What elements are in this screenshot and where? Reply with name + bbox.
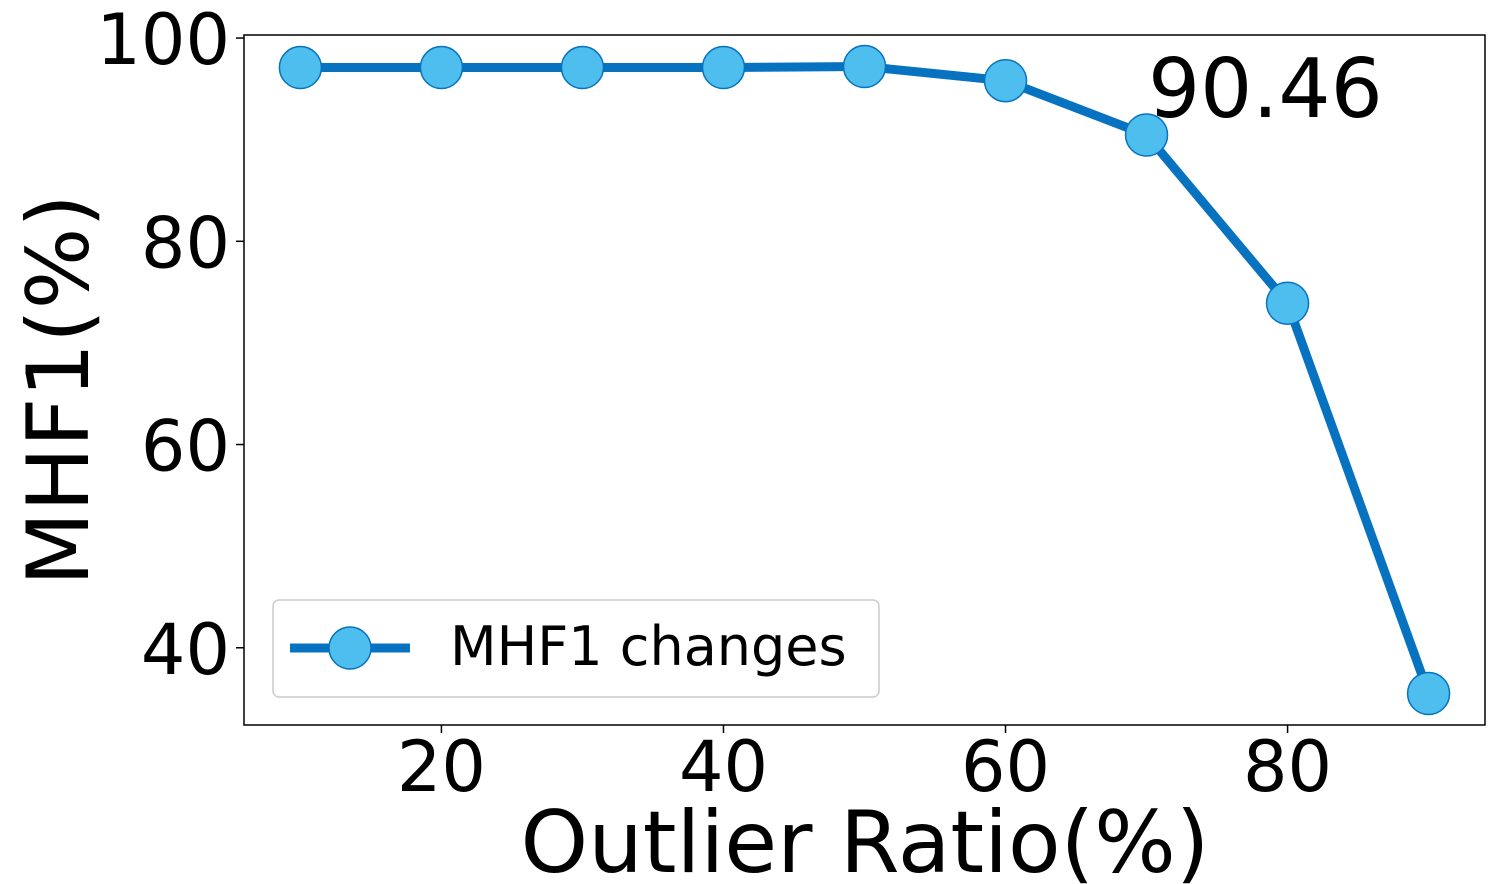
- x-tick-label: 20: [397, 726, 486, 808]
- marker: [1124, 113, 1169, 157]
- marker: [1406, 671, 1451, 716]
- marker: [701, 45, 746, 90]
- marker: [560, 45, 605, 90]
- marker: [842, 44, 887, 89]
- marker: [983, 58, 1028, 103]
- x-axis-label: Outlier Ratio(%): [521, 793, 1210, 884]
- x-tick-label: 60: [961, 726, 1050, 808]
- legend-box: [272, 599, 880, 698]
- y-axis-label: MHF1(%): [9, 194, 109, 586]
- legend-label: MHF1 changes: [450, 615, 847, 678]
- plot-area: [243, 34, 1486, 726]
- legend-marker: [328, 626, 372, 670]
- y-tick-label: 80: [141, 202, 230, 284]
- x-tick-label: 80: [1243, 726, 1332, 808]
- marker: [278, 45, 323, 90]
- y-tick-label: 60: [141, 406, 230, 488]
- marker: [419, 45, 464, 90]
- marker: [1265, 281, 1310, 326]
- y-tick-label: 40: [141, 609, 230, 691]
- annotation: 90.46: [1148, 42, 1383, 137]
- y-tick-label: 100: [96, 0, 230, 81]
- legend: MHF1 changes: [272, 599, 880, 698]
- x-tick-label: 40: [679, 726, 768, 808]
